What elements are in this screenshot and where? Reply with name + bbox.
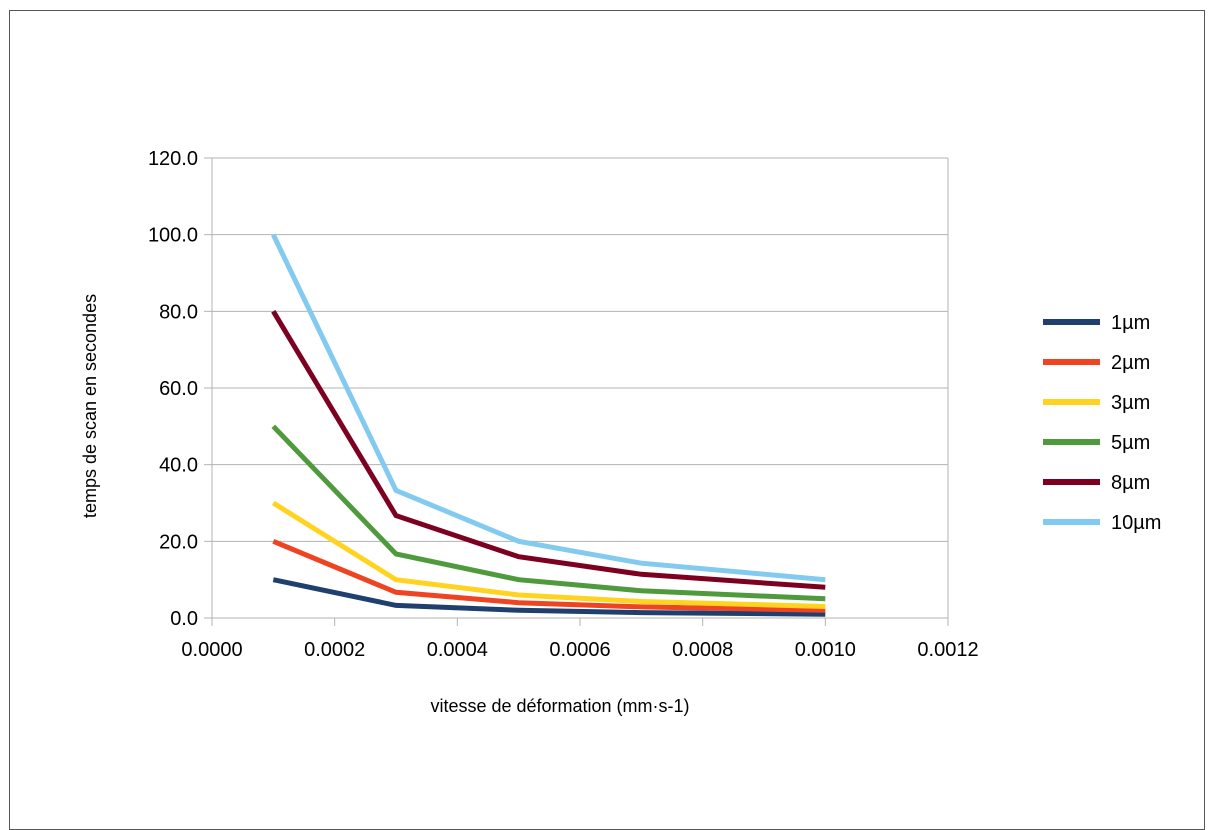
legend-label: 2µm (1111, 352, 1150, 374)
series-lines (271, 233, 826, 617)
legend-label: 3µm (1111, 392, 1150, 414)
y-tick-label: 0.0 (170, 608, 198, 630)
chart-frame (9, 10, 1205, 830)
legend-label: 10µm (1111, 512, 1161, 534)
x-tick-label: 0.0002 (304, 639, 365, 661)
y-tick-label: 60.0 (159, 378, 198, 400)
series-line-1 (272, 577, 826, 617)
y-tick-label: 40.0 (159, 455, 198, 477)
y-axis-label: temps de scan en secondes (80, 294, 100, 518)
y-tick-label: 20.0 (159, 531, 198, 553)
x-tick-label: 0.0000 (181, 639, 242, 661)
legend-label: 5µm (1111, 432, 1150, 454)
y-axis-ticks: 0.0 20.0 40.0 60.0 80.0 100.0 120.0 (148, 148, 198, 630)
x-tick-label: 0.0008 (672, 639, 733, 661)
series-line-6 (271, 233, 826, 583)
y-tick-label: 120.0 (148, 148, 198, 170)
series-line-5 (271, 310, 826, 590)
x-tick-label: 0.0012 (917, 639, 978, 661)
x-axis-label: vitesse de déformation (mm·s-1) (430, 696, 689, 716)
x-tick-label: 0.0004 (427, 639, 488, 661)
grid-lines (204, 157, 949, 626)
legend-label: 8µm (1111, 472, 1150, 494)
series-line-4 (271, 424, 826, 602)
x-tick-label: 0.0006 (549, 639, 610, 661)
series-line-2 (272, 538, 826, 613)
legend-label: 1µm (1111, 312, 1150, 334)
x-tick-label: 0.0010 (795, 639, 856, 661)
y-tick-label: 100.0 (148, 225, 198, 247)
legend: 1µm 2µm 3µm 5µm 8µm 10µm (1043, 312, 1161, 534)
y-tick-label: 80.0 (159, 301, 198, 323)
series-line-3 (271, 500, 826, 609)
x-axis-ticks: 0.0000 0.0002 0.0004 0.0006 0.0008 0.0010 0.00… (181, 639, 978, 661)
